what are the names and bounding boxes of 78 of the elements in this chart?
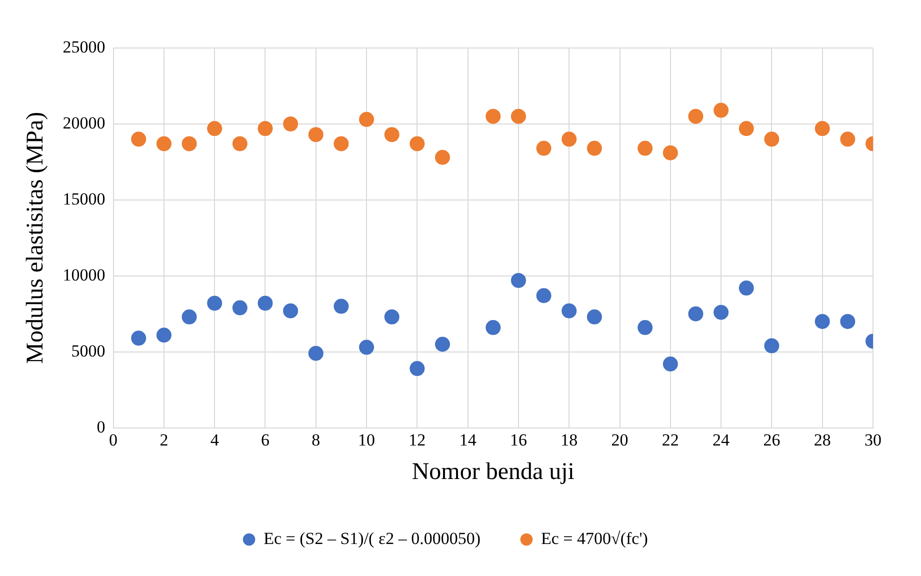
point	[334, 136, 349, 152]
point	[384, 127, 400, 142]
point	[714, 304, 729, 320]
y-axis-title: Modulus elastisitas (MPa)	[22, 112, 49, 364]
point	[258, 296, 273, 311]
point	[283, 303, 298, 318]
point	[688, 306, 704, 322]
x-tick-label: 28	[814, 430, 831, 450]
point	[283, 116, 298, 132]
point	[510, 272, 526, 288]
y-tick-label: 15000	[62, 189, 106, 208]
point	[156, 136, 172, 152]
point	[662, 356, 678, 372]
point	[738, 280, 754, 296]
point	[410, 136, 425, 152]
x-tick-label: 12	[408, 430, 426, 450]
x-tick-label: 10	[358, 430, 376, 450]
point	[714, 102, 729, 118]
point	[536, 288, 552, 304]
x-tick-label: 4	[210, 430, 220, 450]
point	[232, 136, 248, 152]
point	[308, 127, 324, 142]
point	[536, 140, 552, 156]
x-tick-label: 18	[560, 430, 578, 450]
point	[308, 346, 324, 361]
point	[840, 132, 856, 147]
y-tick-label: 0	[96, 417, 106, 436]
point	[688, 108, 704, 124]
point	[359, 340, 374, 355]
point	[562, 132, 577, 147]
x-tick-label: 6	[260, 430, 270, 450]
point	[586, 309, 602, 324]
point	[435, 150, 450, 165]
x-tick-label: 26	[763, 430, 780, 450]
point	[486, 108, 501, 124]
legend-label: Ec = 4700√(fc')	[540, 528, 648, 548]
point	[182, 136, 197, 152]
point	[562, 303, 577, 318]
y-tick-label: 10000	[62, 265, 106, 284]
y-tick-label: 5000	[71, 341, 106, 360]
legend-label: Ec = (S2 – S1)/( ε2 – 0.000050)	[264, 528, 480, 548]
point	[207, 121, 222, 136]
point	[334, 298, 349, 314]
point	[258, 121, 273, 136]
point	[207, 296, 222, 311]
x-tick-label: 8	[312, 430, 320, 450]
x-tick-label: 30	[864, 430, 882, 450]
point	[738, 121, 754, 136]
point	[232, 300, 248, 316]
x-tick-label: 22	[662, 430, 679, 450]
x-tick-label: 14	[459, 430, 477, 450]
x-axis-title: Nomor benda uji	[412, 458, 575, 485]
point	[638, 320, 653, 336]
point	[638, 140, 653, 156]
y-tick-label: 25000	[62, 37, 106, 56]
point	[182, 309, 197, 324]
x-tick-label: 24	[712, 430, 730, 450]
point	[814, 314, 830, 329]
point	[764, 338, 780, 354]
point	[840, 314, 856, 329]
x-tick-label: 2	[160, 430, 168, 450]
point	[359, 112, 374, 127]
y-tick-label: 20000	[62, 113, 106, 132]
point	[764, 132, 780, 147]
x-tick-label: 16	[510, 430, 527, 450]
point	[131, 330, 146, 346]
point	[814, 121, 830, 136]
x-tick-label: 20	[611, 430, 628, 450]
point	[510, 108, 526, 124]
point	[662, 145, 678, 160]
point	[435, 336, 450, 352]
point	[384, 309, 400, 324]
point	[586, 140, 602, 156]
point	[410, 361, 425, 376]
point	[131, 132, 146, 147]
x-tick-label: 0	[109, 430, 118, 450]
point	[486, 320, 501, 336]
point	[156, 328, 172, 343]
